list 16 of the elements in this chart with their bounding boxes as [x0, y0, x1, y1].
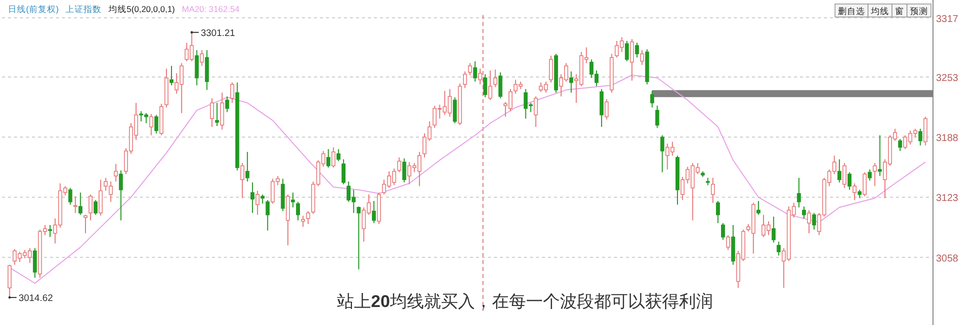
- text: 均线5(0,20,0,0,1): [108, 4, 176, 14]
- y-tick-label: 3123: [936, 193, 959, 204]
- chart-title: 日线(前复权): [8, 4, 59, 14]
- y-tick-label: 3253: [936, 72, 959, 84]
- y-tick-label: 3058: [936, 253, 959, 264]
- annotation: 预测: [910, 6, 928, 16]
- annotation: 删自选: [838, 6, 865, 16]
- chart-subtitle: 上证指数: [66, 4, 102, 14]
- annotation: 3014.62: [18, 292, 53, 304]
- text: MA20: 3162.54: [182, 4, 240, 14]
- y-tick-label: 3317: [936, 14, 959, 25]
- annotation: 站上20均线就买入，在每一个波段都可以获得利润: [337, 292, 713, 311]
- annotation: 窗: [895, 6, 904, 16]
- annotation: 3301.21: [200, 28, 236, 39]
- y-tick-label: 3188: [936, 133, 959, 144]
- annotation: 均线: [870, 6, 889, 16]
